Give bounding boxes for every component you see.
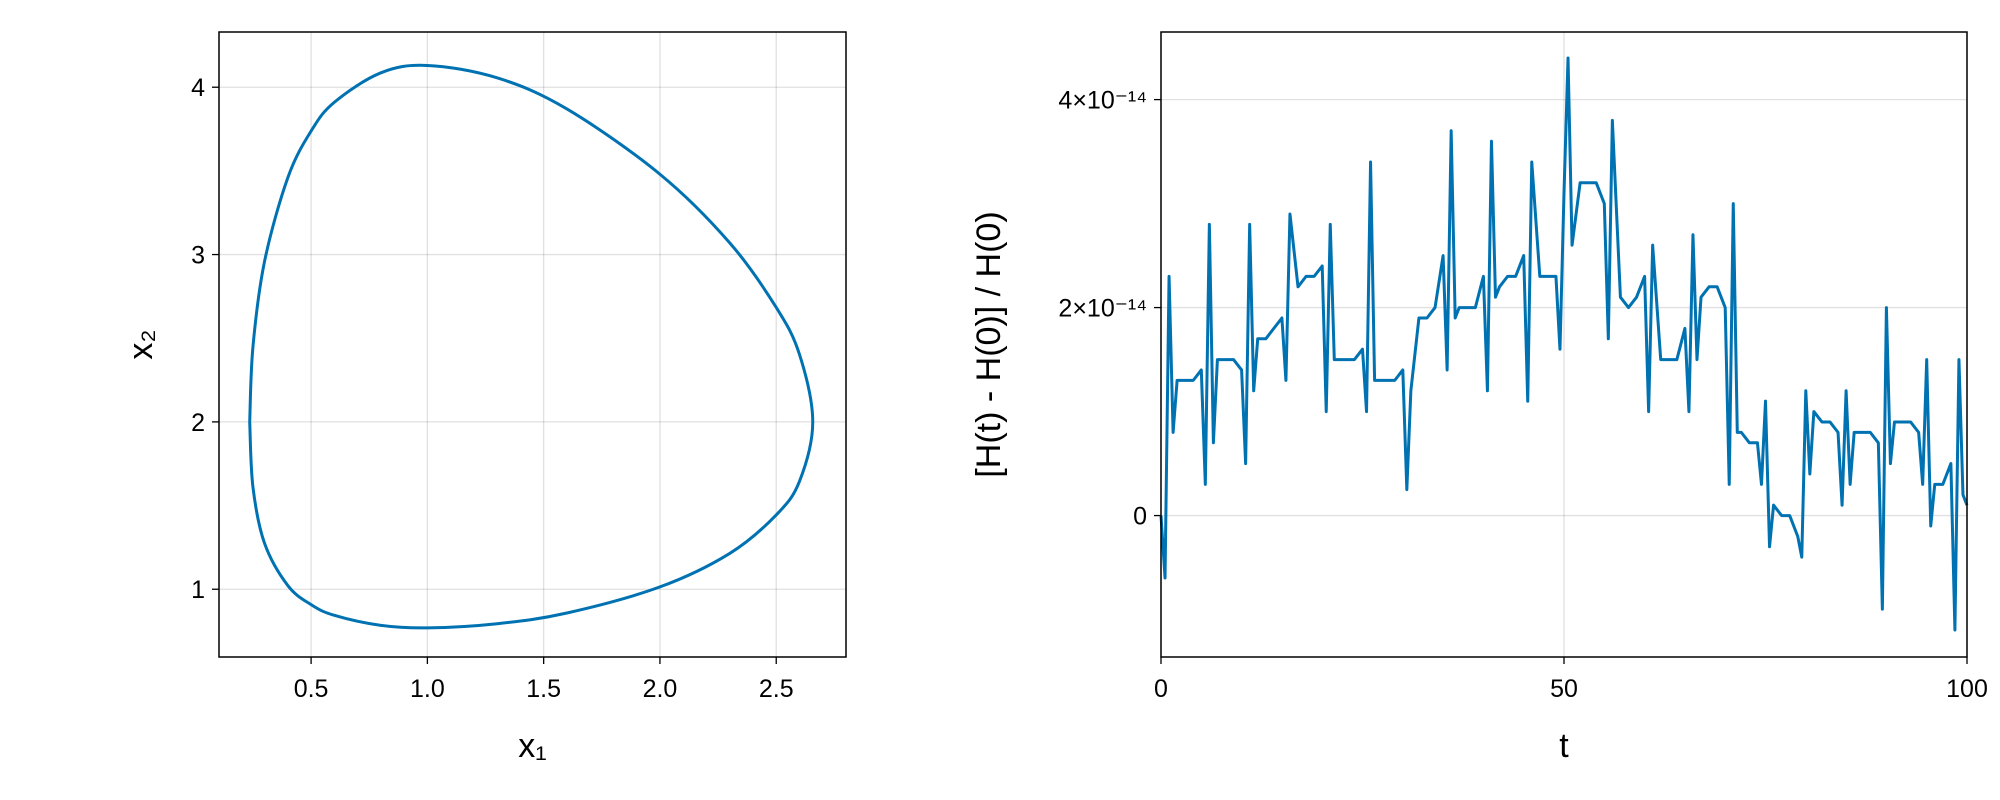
y-tick-label: 2 [191, 409, 205, 437]
data-line [248, 63, 815, 630]
y-tick-label: 2×10⁻¹⁴ [1058, 295, 1147, 323]
x-tick-label: 1.5 [526, 675, 561, 703]
y-axis-label: x₂ [122, 329, 160, 359]
y-axis-label: [H(t) - H(0)] / H(0) [970, 211, 1008, 477]
plot-frame [1160, 31, 1968, 658]
x-tick-label: 100 [1946, 675, 1988, 703]
x-tick-label: 50 [1550, 675, 1578, 703]
y-tick-label: 4 [191, 74, 205, 102]
plot-frame [218, 31, 847, 658]
y-tick-label: 4×10⁻¹⁴ [1058, 87, 1147, 115]
x-tick-label: 2.0 [643, 675, 678, 703]
x-tick-label: 1.0 [410, 675, 445, 703]
x-tick-label: 0.5 [294, 675, 329, 703]
x-tick-label: 0 [1154, 675, 1168, 703]
x-tick-label: 2.5 [759, 675, 794, 703]
x-axis-label: x₁ [518, 727, 546, 765]
y-tick-label: 3 [191, 242, 205, 270]
y-tick-label: 0 [1133, 503, 1147, 531]
x-axis-label: t [1559, 727, 1569, 765]
data-line [1159, 56, 1969, 632]
y-tick-label: 1 [191, 576, 205, 604]
